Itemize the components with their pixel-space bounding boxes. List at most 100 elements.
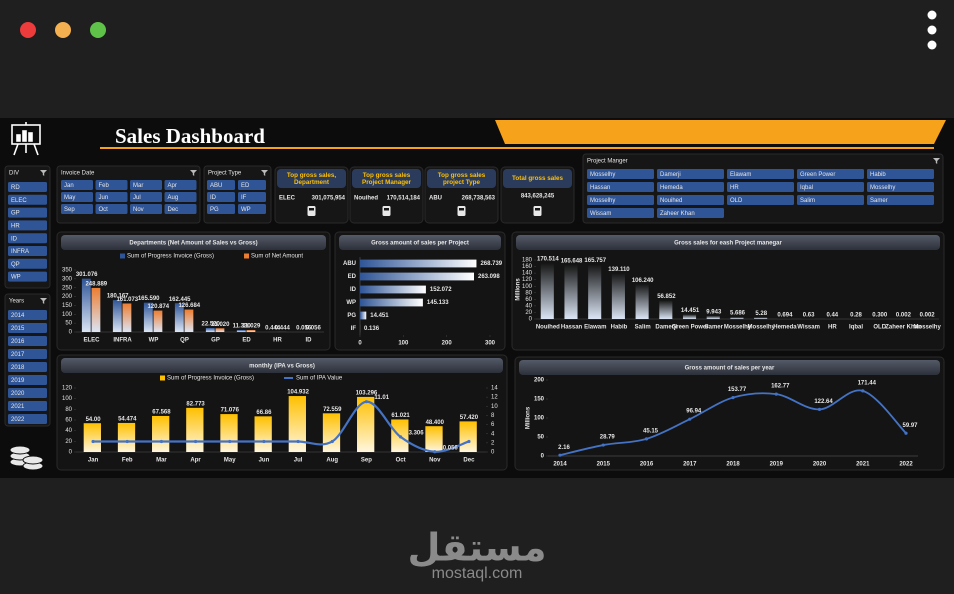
slicer-item[interactable] (8, 388, 47, 398)
slicer-item[interactable] (8, 246, 47, 256)
slicer-item[interactable] (8, 323, 47, 333)
kpi-title-box: Top gross sales Project Manager (362, 172, 411, 186)
slicer-item[interactable] (587, 208, 654, 218)
slicer-item[interactable] (130, 192, 162, 202)
slicer-item-label: HR (11, 223, 20, 229)
slicer-item[interactable] (61, 192, 93, 202)
value-label: 0.136 (364, 326, 380, 332)
bar (459, 421, 477, 452)
x-tick-label: Jul (294, 458, 303, 464)
slicer-item[interactable] (8, 349, 47, 359)
slicer-item[interactable] (238, 204, 266, 214)
value-label: 0.444 (275, 325, 291, 331)
value-label: 0.300 (872, 312, 888, 318)
slicer-item[interactable] (587, 182, 654, 192)
slicer-item-label: HR (730, 185, 739, 191)
value-label: 0.002 (920, 313, 936, 319)
watermark-arabic: مستقل (408, 526, 547, 570)
slicer-item[interactable] (61, 204, 93, 214)
slicer-item[interactable] (8, 182, 47, 192)
slicer-item[interactable] (8, 233, 47, 244)
slicer-item[interactable] (797, 182, 864, 192)
slicer-item-label: May (64, 195, 75, 201)
slicer-item[interactable] (8, 401, 47, 411)
slicer-item[interactable] (8, 220, 47, 231)
slicer-item-label: QP (11, 262, 20, 268)
slicer-item[interactable] (61, 180, 93, 190)
slicer-item[interactable] (727, 182, 794, 192)
slicer-item[interactable] (238, 192, 266, 202)
value-label: 61.021 (391, 413, 410, 419)
x-tick-label: Jun (259, 458, 270, 464)
slicer-item[interactable] (8, 362, 47, 372)
slicer-item[interactable] (587, 169, 654, 179)
kpi-icon-detail (309, 208, 314, 211)
slicer-item[interactable] (867, 169, 934, 179)
slicer-item[interactable] (657, 208, 724, 218)
x-tick-label: Nov (429, 458, 441, 464)
x-tick-label: GP (211, 338, 220, 344)
slicer-item[interactable] (8, 414, 47, 424)
slicer-item-label: RD (11, 185, 20, 191)
slicer-item[interactable] (727, 169, 794, 179)
watermark-latin: mostaql.com (432, 565, 523, 582)
x-tick-label: Mar (156, 458, 167, 464)
slicer-item[interactable] (130, 204, 162, 214)
slicer-item-label: Mosselhy (590, 198, 615, 204)
slicer-item[interactable] (164, 180, 197, 190)
slicer-item-label: WP (11, 275, 21, 281)
slicer-item[interactable] (130, 180, 162, 190)
slicer-item[interactable] (95, 192, 128, 202)
slicer-item[interactable] (207, 180, 235, 190)
slicer-item[interactable] (8, 258, 47, 269)
slicer-item[interactable] (797, 169, 864, 179)
slicer-item[interactable] (207, 192, 235, 202)
slicer-item[interactable] (797, 195, 864, 205)
bar (754, 317, 768, 319)
slicer-item[interactable] (727, 195, 794, 205)
board-leg (13, 143, 19, 156)
slicer-item[interactable] (95, 180, 128, 190)
slicer-item[interactable] (657, 182, 724, 192)
kpi-title-box: Top gross sales project Type (438, 172, 485, 186)
window-close[interactable] (20, 22, 36, 38)
slicer-item-label: 2017 (11, 352, 25, 358)
line-point (433, 450, 437, 454)
slicer-item[interactable] (8, 194, 47, 205)
bar (611, 273, 625, 319)
x-tick-label: Aug (326, 458, 338, 464)
bar (635, 284, 649, 319)
slicer-item-label: Nouihed (660, 198, 682, 204)
slicer-item[interactable] (238, 180, 266, 190)
x-tick-label: Habib (611, 325, 628, 331)
slicer-item-label: INFRA (11, 249, 29, 255)
slicer-item[interactable] (8, 271, 47, 282)
slicer-item[interactable] (8, 207, 47, 218)
window-zoom[interactable] (90, 22, 106, 38)
slicer-item-label: Iqbal (800, 185, 813, 191)
slicer-item[interactable] (867, 195, 934, 205)
bar (706, 315, 720, 319)
slicer-item[interactable] (207, 204, 235, 214)
slicer-item[interactable] (587, 195, 654, 205)
slicer-item[interactable] (657, 195, 724, 205)
slicer-item[interactable] (95, 204, 128, 214)
coins-icon (9, 445, 44, 471)
legend-swatch (120, 253, 125, 259)
window-minimize[interactable] (55, 22, 71, 38)
bar (246, 330, 256, 332)
slicer-item[interactable] (8, 310, 47, 320)
bar (288, 396, 306, 452)
slicer-item[interactable] (8, 336, 47, 346)
x-tick-label: Green Power (672, 325, 710, 331)
slicer-item[interactable] (164, 192, 197, 202)
value-label: 56.852 (657, 294, 676, 300)
slicer-item[interactable] (164, 204, 197, 214)
slicer-item[interactable] (867, 182, 934, 192)
slicer-item[interactable] (657, 169, 724, 179)
slicer-item-label: ELEC (11, 198, 27, 204)
menu-dots[interactable] (927, 10, 937, 50)
legend-label: Sum of IPA Value (296, 376, 343, 382)
board-leg (33, 143, 39, 156)
slicer-item[interactable] (8, 375, 47, 385)
